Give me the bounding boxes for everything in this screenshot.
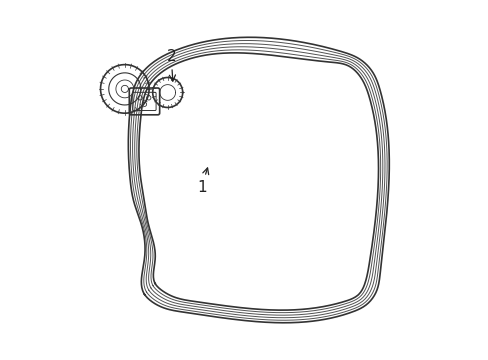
Circle shape (142, 102, 146, 107)
Circle shape (146, 96, 151, 100)
Text: 2: 2 (166, 49, 176, 81)
Circle shape (138, 96, 142, 100)
FancyBboxPatch shape (129, 88, 160, 115)
FancyBboxPatch shape (133, 92, 156, 111)
Text: 1: 1 (196, 168, 208, 195)
